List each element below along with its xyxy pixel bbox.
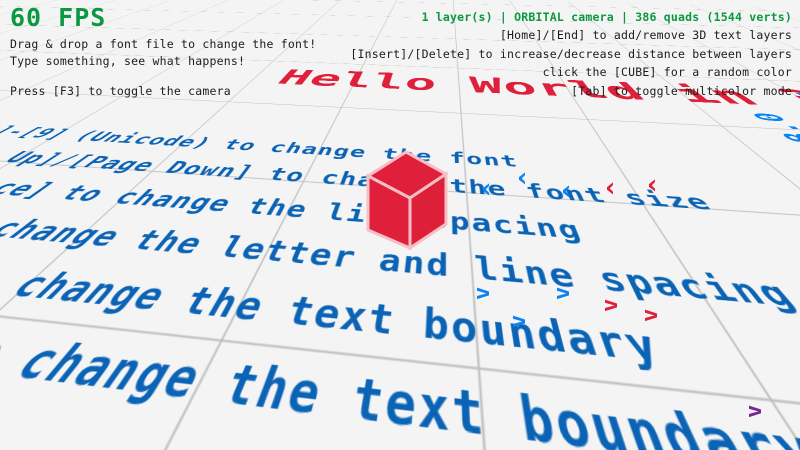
caret-up-icon-tbox: ^ xyxy=(646,178,671,192)
caret-down-icon-tbox: v xyxy=(638,308,663,322)
caret-up-icon-size: ^ xyxy=(480,182,505,196)
fps-counter: 60 FPS xyxy=(10,3,107,32)
hud-hint-distance: [Insert]/[Delete] to increase/decrease d… xyxy=(350,46,792,61)
cube-object[interactable] xyxy=(354,146,450,250)
caret-down-icon-size: v xyxy=(470,286,495,300)
caret-up-icon-spacing: ^ xyxy=(516,171,541,185)
hud-hint-multicolor: [Tab] to toggle multicolor mode xyxy=(571,83,792,98)
caret-down-icon-layer: v xyxy=(742,404,767,418)
caret-up-icon-lbox: ^ xyxy=(604,181,629,195)
caret-down-icon-line: v xyxy=(550,286,575,300)
caret-down-icon-lbox: v xyxy=(598,298,623,312)
caret-down-icon-spacing: v xyxy=(506,314,531,328)
hud-left-panel: 60 FPS Drag & drop a font file to change… xyxy=(10,4,316,101)
hud-hint-dragdrop: Drag & drop a font file to change the fo… xyxy=(10,36,317,51)
hud-right-panel: 1 layer(s) | ORBITAL camera | 386 quads … xyxy=(350,8,792,100)
hud-hint-cube-color: click the [CUBE] for a random color xyxy=(542,65,792,80)
caret-up-icon-line: ^ xyxy=(560,184,585,198)
hud-hint-camera: Press [F3] to toggle the camera xyxy=(10,84,231,99)
hud-hint-layers: [Home]/[End] to add/remove 3D text layer… xyxy=(499,28,792,43)
hud-spacer xyxy=(10,71,316,83)
hud-hint-type: Type something, see what happens! xyxy=(10,54,246,69)
scene-status-line: 1 layer(s) | ORBITAL camera | 386 quads … xyxy=(421,10,792,24)
